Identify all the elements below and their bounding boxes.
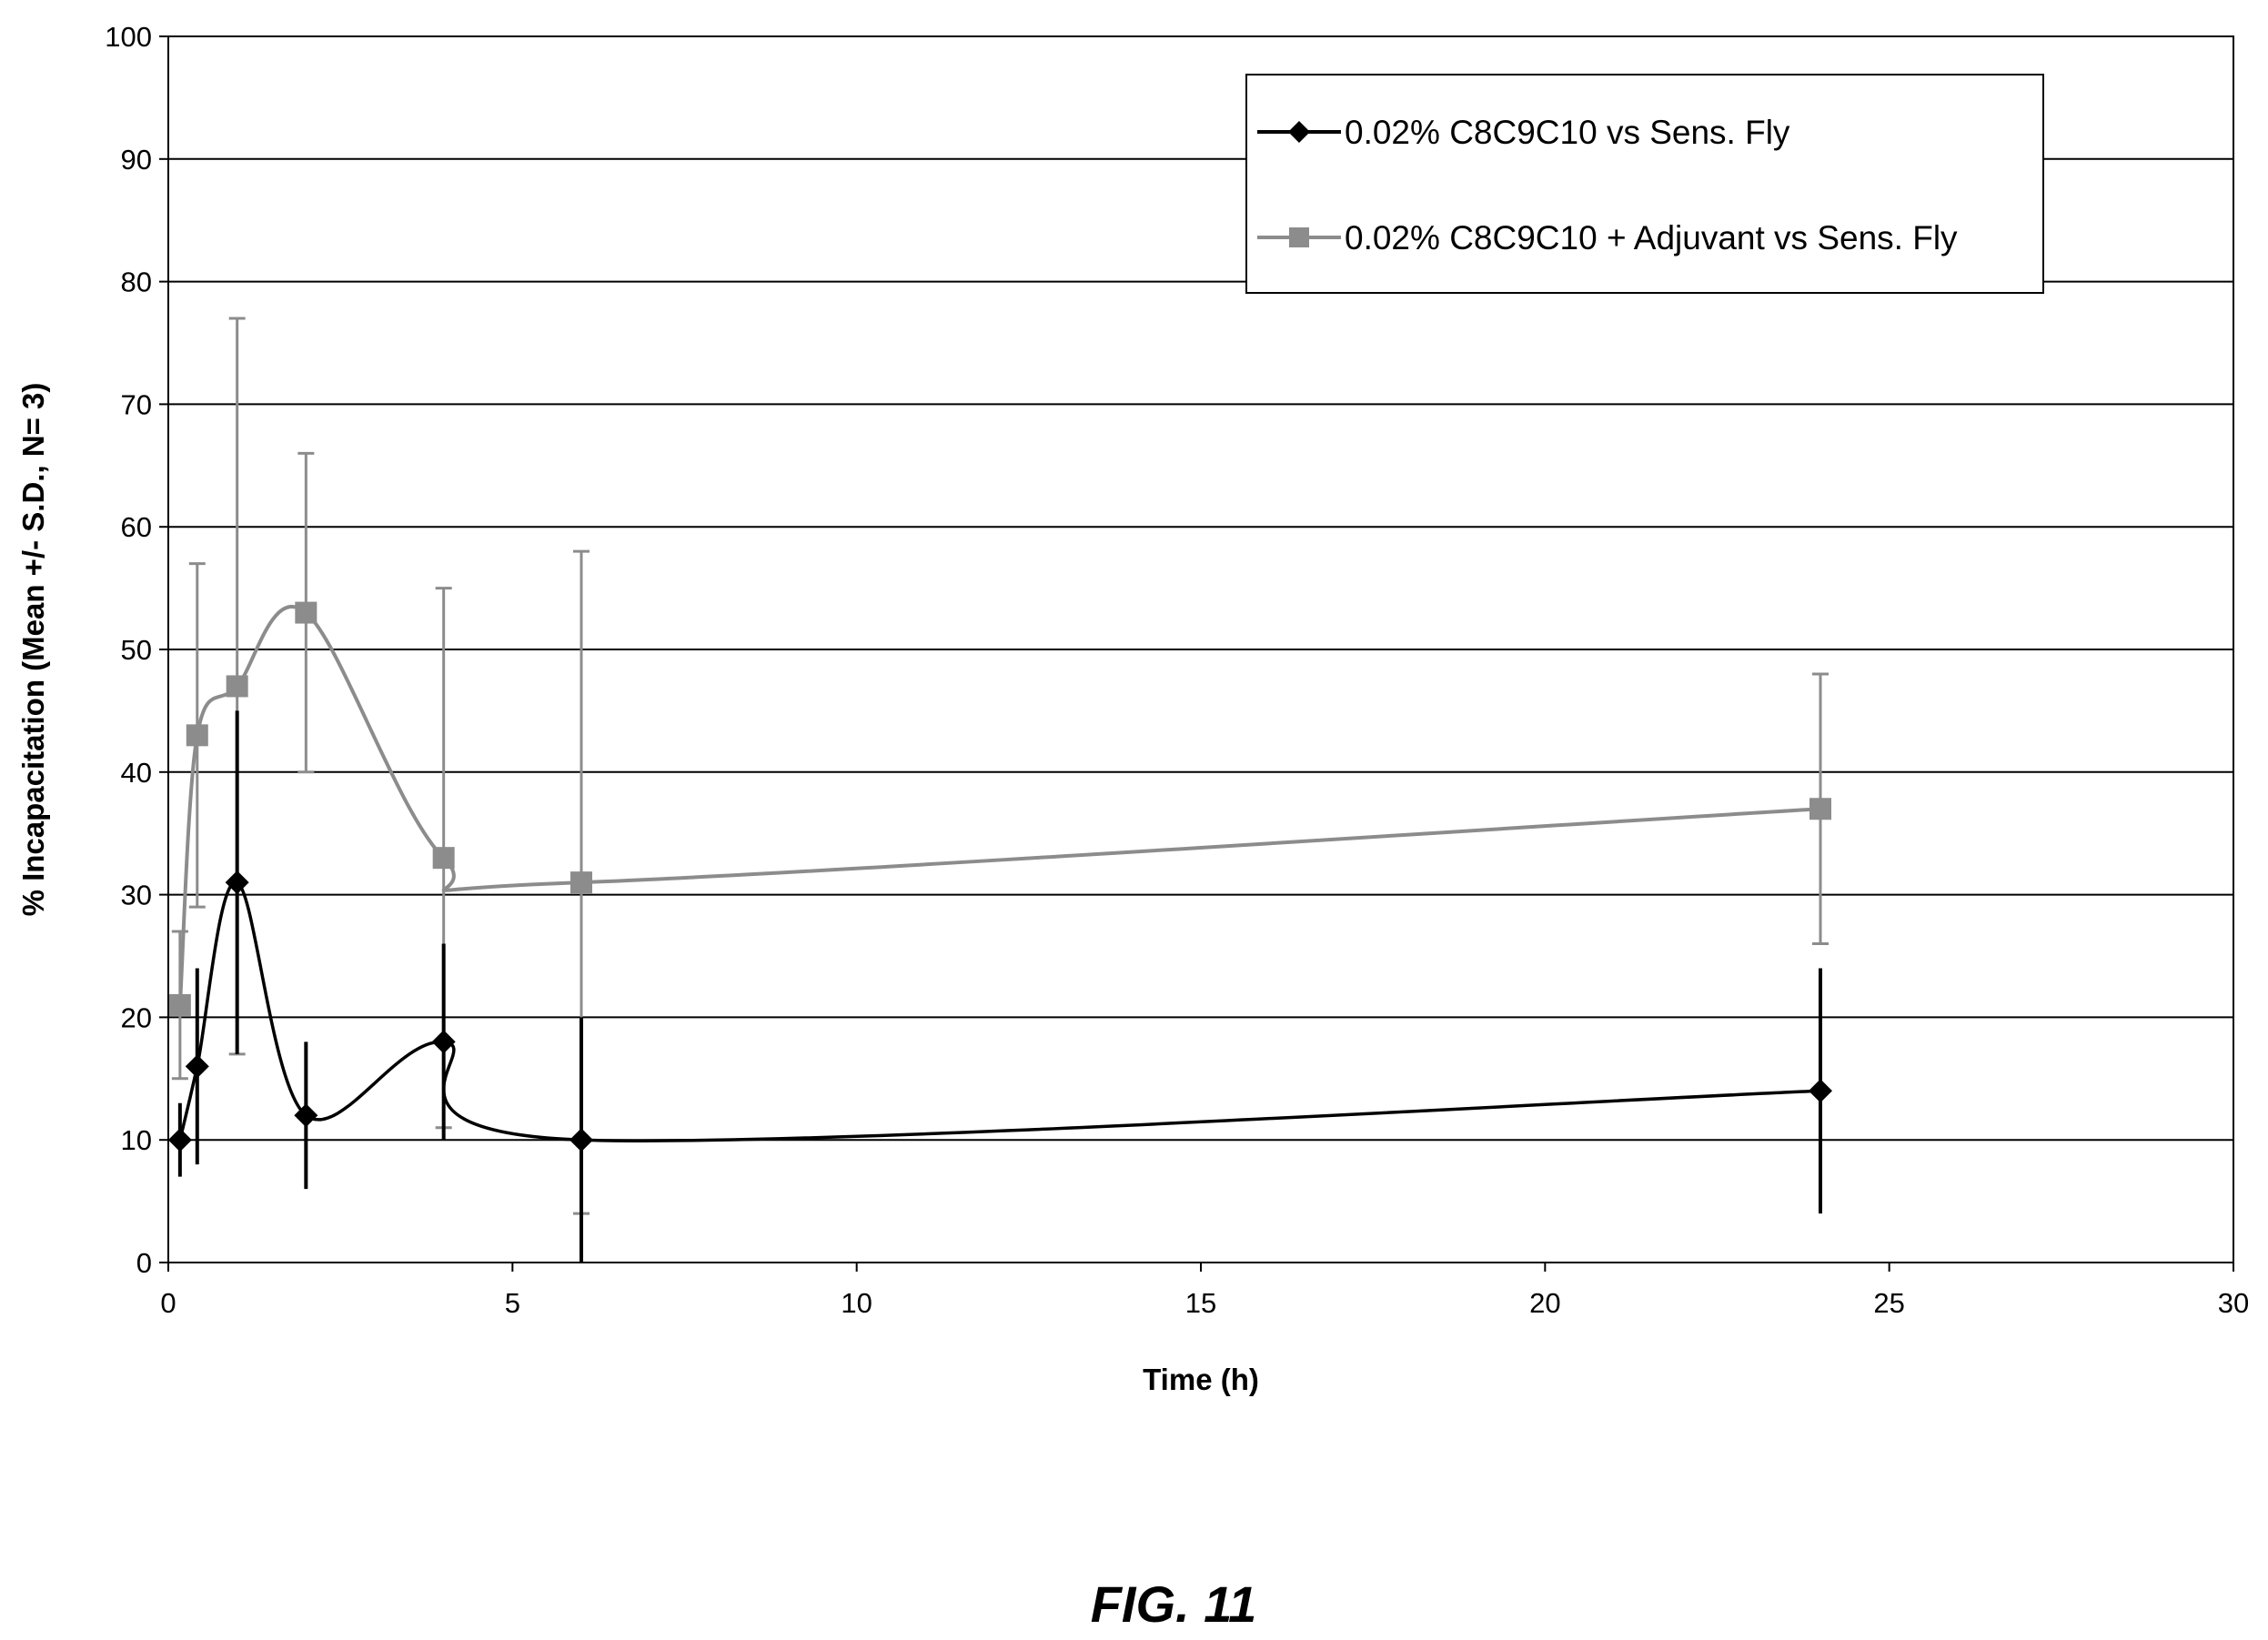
legend-label: 0.02% C8C9C10 vs Sens. Fly <box>1345 114 1790 151</box>
series-0 <box>167 710 1832 1263</box>
x-tick-label: 10 <box>841 1287 872 1319</box>
y-tick-label: 100 <box>105 21 152 53</box>
data-point <box>431 1030 456 1054</box>
data-point <box>167 1128 192 1152</box>
x-tick-label: 5 <box>505 1287 520 1319</box>
data-point <box>185 1054 209 1079</box>
legend-label: 0.02% C8C9C10 + Adjuvant vs Sens. Fly <box>1345 219 1958 257</box>
y-tick-label: 0 <box>136 1247 152 1279</box>
legend-entry: 0.02% C8C9C10 vs Sens. Fly <box>1257 114 1790 151</box>
y-tick-label: 50 <box>121 634 152 666</box>
legend-marker <box>1288 121 1310 143</box>
x-axis-title: Time (h) <box>1143 1363 1259 1396</box>
data-point <box>1809 798 1831 820</box>
data-point <box>294 1103 318 1128</box>
series-layer <box>167 317 1832 1263</box>
x-tick-label: 0 <box>160 1287 176 1319</box>
x-tick-label: 25 <box>1873 1287 1904 1319</box>
y-axis-ticks: 0 10 20 30 40 50 60 70 80 90 100 <box>105 21 168 1279</box>
data-point <box>226 675 248 698</box>
data-point <box>1809 1079 1832 1103</box>
legend-box <box>1245 74 2044 294</box>
data-point <box>168 993 191 1016</box>
gridlines <box>168 157 2233 1142</box>
data-point <box>225 870 249 895</box>
x-tick-label: 15 <box>1185 1287 1216 1319</box>
y-tick-label: 60 <box>121 511 152 543</box>
y-axis-title: % Incapacitation (Mean +/- S.D., N= 3) <box>16 383 50 917</box>
series-line <box>178 880 1821 1142</box>
x-axis-ticks: 0 5 10 15 20 25 30 <box>160 1263 2249 1319</box>
legend: 0.02% C8C9C10 vs Sens. Fly 0.02% C8C9C10 … <box>1245 74 2044 294</box>
x-tick-label: 30 <box>2218 1287 2249 1319</box>
data-point <box>295 601 318 624</box>
legend-entry: 0.02% C8C9C10 + Adjuvant vs Sens. Fly <box>1257 219 1958 257</box>
y-tick-label: 40 <box>121 757 152 789</box>
data-point <box>570 871 592 894</box>
y-tick-label: 10 <box>121 1124 152 1156</box>
figure-caption: FIG. 11 <box>1091 1575 1257 1633</box>
y-tick-label: 30 <box>121 880 152 911</box>
data-point <box>432 847 455 870</box>
y-tick-label: 20 <box>121 1001 152 1033</box>
data-point <box>186 724 208 747</box>
legend-marker <box>1289 227 1309 247</box>
data-point <box>570 1128 593 1152</box>
y-tick-label: 70 <box>121 388 152 420</box>
y-tick-label: 90 <box>121 144 152 176</box>
x-tick-label: 20 <box>1529 1287 1560 1319</box>
series-1 <box>168 317 1831 1215</box>
y-tick-label: 80 <box>121 267 152 298</box>
series-line <box>177 604 1821 1006</box>
